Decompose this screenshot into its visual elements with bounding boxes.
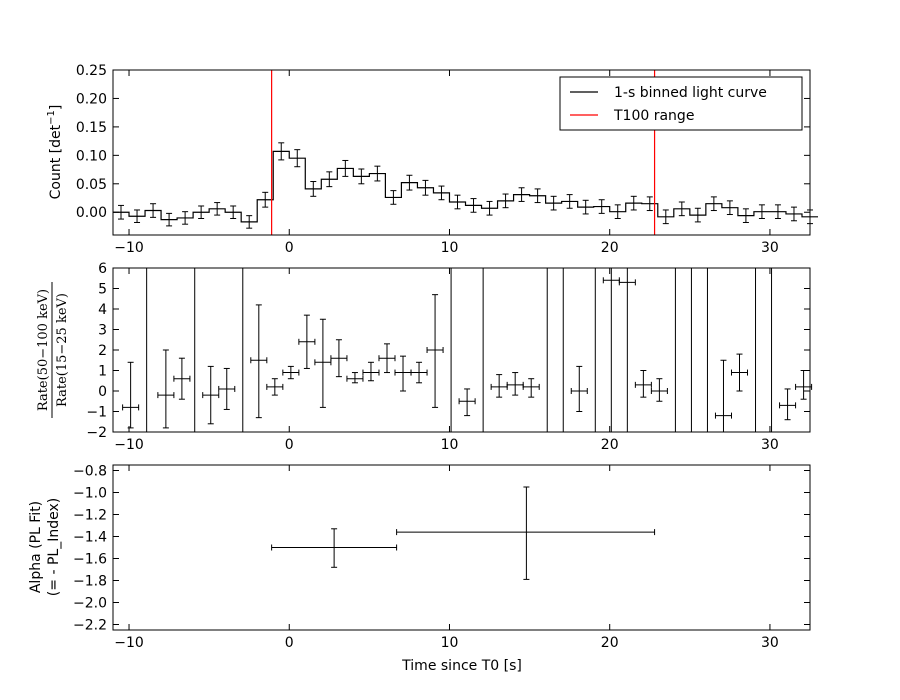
x-tick-label: 30 [761, 240, 779, 256]
hardness-ratio-ylabel: Rate(50−100 keV) Rate(15−25 keV) [36, 282, 70, 418]
alpha-ylabel-line1: Alpha (PL Fit) [28, 501, 44, 593]
y-tick-label: −1 [86, 405, 107, 421]
y-tick-label: 0.15 [76, 120, 107, 136]
y-tick-label: 0.00 [76, 205, 107, 221]
y-tick-label: −0.8 [73, 464, 107, 480]
light-curve-ylabel: Count [det−1] [46, 105, 64, 200]
y-tick-label: −1.8 [73, 574, 107, 590]
alpha-ylabel-line2: (= - PL_Index) [46, 498, 62, 596]
y-tick-label: −2.2 [73, 618, 107, 634]
x-tick-label: 30 [761, 635, 779, 651]
y-tick-label: −1.2 [73, 508, 107, 524]
hardness-ratio-ylabel-denominator: Rate(15−25 keV) [55, 293, 70, 407]
hardness-ratio-ylabel-numerator: Rate(50−100 keV) [36, 289, 51, 411]
light-curve-panel: −10 0 10 20 30 0.00 0.05 0.10 0.15 0.20 0.25 Count… [46, 63, 819, 256]
y-tick-label: 0.20 [76, 91, 107, 107]
y-tick-label: 0 [98, 384, 107, 400]
y-tick-label: 0.05 [76, 177, 107, 193]
x-tick-label: 10 [441, 240, 459, 256]
y-tick-label: 2 [98, 343, 107, 359]
legend-box [559, 76, 803, 131]
y-tick-label: 6 [98, 261, 107, 277]
x-tick-label: −10 [114, 240, 144, 256]
light-curve-ticks: −10 0 10 20 30 0.00 0.05 0.10 0.15 0.20 0.25 [76, 63, 810, 256]
legend-label-t100: T100 range [613, 108, 694, 124]
alpha-xlabel: Time since T0 [s] [401, 658, 522, 674]
alpha-frame [112, 464, 811, 631]
x-tick-label: 30 [761, 437, 779, 453]
legend: 1-s binned light curve T100 range [559, 76, 803, 131]
y-tick-label: −1.4 [73, 530, 107, 546]
y-tick-label: 3 [98, 323, 107, 339]
y-tick-label: 5 [98, 282, 107, 298]
legend-label-light-curve: 1-s binned light curve [614, 85, 767, 101]
y-tick-label: −2.0 [73, 596, 107, 612]
x-tick-label: −10 [114, 437, 144, 453]
x-tick-label: 0 [285, 437, 294, 453]
y-tick-label: −2 [86, 425, 107, 441]
alpha-panel: −10 0 10 20 30 −2.2 −2.0 −1.8 −1.6 −1.4 −1.2 −1.0 −0… [28, 464, 811, 674]
y-tick-label: −1.0 [73, 486, 107, 502]
x-tick-label: 20 [601, 635, 619, 651]
y-tick-label: 1 [98, 364, 107, 380]
light-curve-plot-area [113, 70, 819, 235]
light-curve-frame [112, 69, 811, 236]
y-tick-label: −1.6 [73, 552, 107, 568]
alpha-plot-area [271, 486, 656, 580]
x-tick-label: 10 [441, 437, 459, 453]
hardness-ratio-plot-area [122, 268, 813, 433]
x-tick-label: −10 [114, 635, 144, 651]
x-tick-label: 0 [285, 635, 294, 651]
x-tick-label: 10 [441, 635, 459, 651]
x-tick-label: 20 [601, 240, 619, 256]
alpha-ticks: −10 0 10 20 30 −2.2 −2.0 −1.8 −1.6 −1.4 −1.2 −1.0 −0… [73, 464, 810, 651]
light-curve-series-line [113, 150, 819, 223]
y-tick-label: 0.25 [76, 63, 107, 79]
y-tick-label: 0.10 [76, 148, 107, 164]
x-tick-label: 0 [285, 240, 294, 256]
x-tick-label: 20 [601, 437, 619, 453]
y-tick-label: 4 [98, 302, 107, 318]
